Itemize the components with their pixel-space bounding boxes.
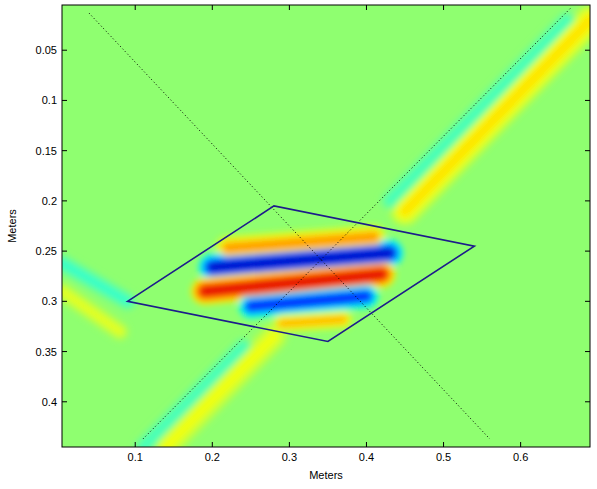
y-tick [62,150,67,151]
wave-band [390,20,567,201]
y-tick [585,401,590,402]
y-tick-label: 0.25 [36,245,57,257]
x-tick-label: 0.5 [436,451,451,463]
wave-band [228,237,374,248]
y-tick-label: 0.15 [36,145,57,157]
wave-band [205,274,382,291]
wave-band [212,253,389,267]
wave-band [166,337,274,448]
x-tick-label: 0.3 [282,451,297,463]
x-tick-label: 0.6 [513,451,528,463]
x-tick [366,5,367,10]
x-tick [212,5,213,10]
y-tick-label: 0.2 [42,195,57,207]
wave-band [143,347,243,447]
y-tick [585,100,590,101]
y-tick [62,200,67,201]
y-axis-title: Meters [6,209,18,243]
axes-frame [62,5,590,447]
chart: 0.1 0.2 0.3 0.4 0.5 0.6 0.05 0.1 0.15 0.2 0.25 0.3 0… [0,0,597,489]
dotted-line [89,13,490,439]
wave-band [390,20,567,201]
x-tick-label: 0.1 [128,451,143,463]
y-tick [62,50,67,51]
x-tick [135,5,136,10]
x-tick [366,442,367,447]
wave-band [282,319,344,323]
plot-area [62,5,590,447]
wave-band [143,347,243,447]
y-tick [62,301,67,302]
x-tick-label: 0.4 [359,451,374,463]
x-tick [135,442,136,447]
x-axis-title: Meters [309,469,343,481]
x-tick [443,5,444,10]
wave-band [228,237,374,248]
x-tick [443,442,444,447]
y-tick [62,351,67,352]
y-tick [585,200,590,201]
wave-band [282,319,344,323]
wave-band [405,20,590,211]
wave-band [282,319,344,323]
region-box [128,206,475,342]
y-tick [585,301,590,302]
x-tick [520,442,521,447]
wave-band [212,253,389,267]
wave-band [205,274,382,291]
y-tick [585,150,590,151]
y-tick [62,100,67,101]
y-tick [585,351,590,352]
x-tick-label: 0.2 [205,451,220,463]
wave-band [390,20,567,201]
y-tick [62,401,67,402]
x-tick [212,442,213,447]
y-tick [585,50,590,51]
wave-band [228,237,374,248]
wave-band [251,296,367,306]
y-tick-label: 0.3 [42,295,57,307]
y-tick-label: 0.35 [36,346,57,358]
y-tick [62,251,67,252]
wave-band [251,296,367,306]
y-tick-label: 0.1 [42,94,57,106]
x-tick [520,5,521,10]
x-tick [289,5,290,10]
wave-band [251,296,367,306]
wavefield [62,20,590,447]
x-tick [289,442,290,447]
wave-band [166,337,274,448]
y-tick-label: 0.05 [36,44,57,56]
field-background [62,5,590,447]
wave-band [405,20,590,211]
dotted-line [143,8,571,439]
y-tick-label: 0.4 [42,396,57,408]
wave-band [405,20,590,211]
wave-band [62,291,120,331]
y-tick [585,251,590,252]
wave-band [62,291,120,331]
wave-band [166,337,274,448]
